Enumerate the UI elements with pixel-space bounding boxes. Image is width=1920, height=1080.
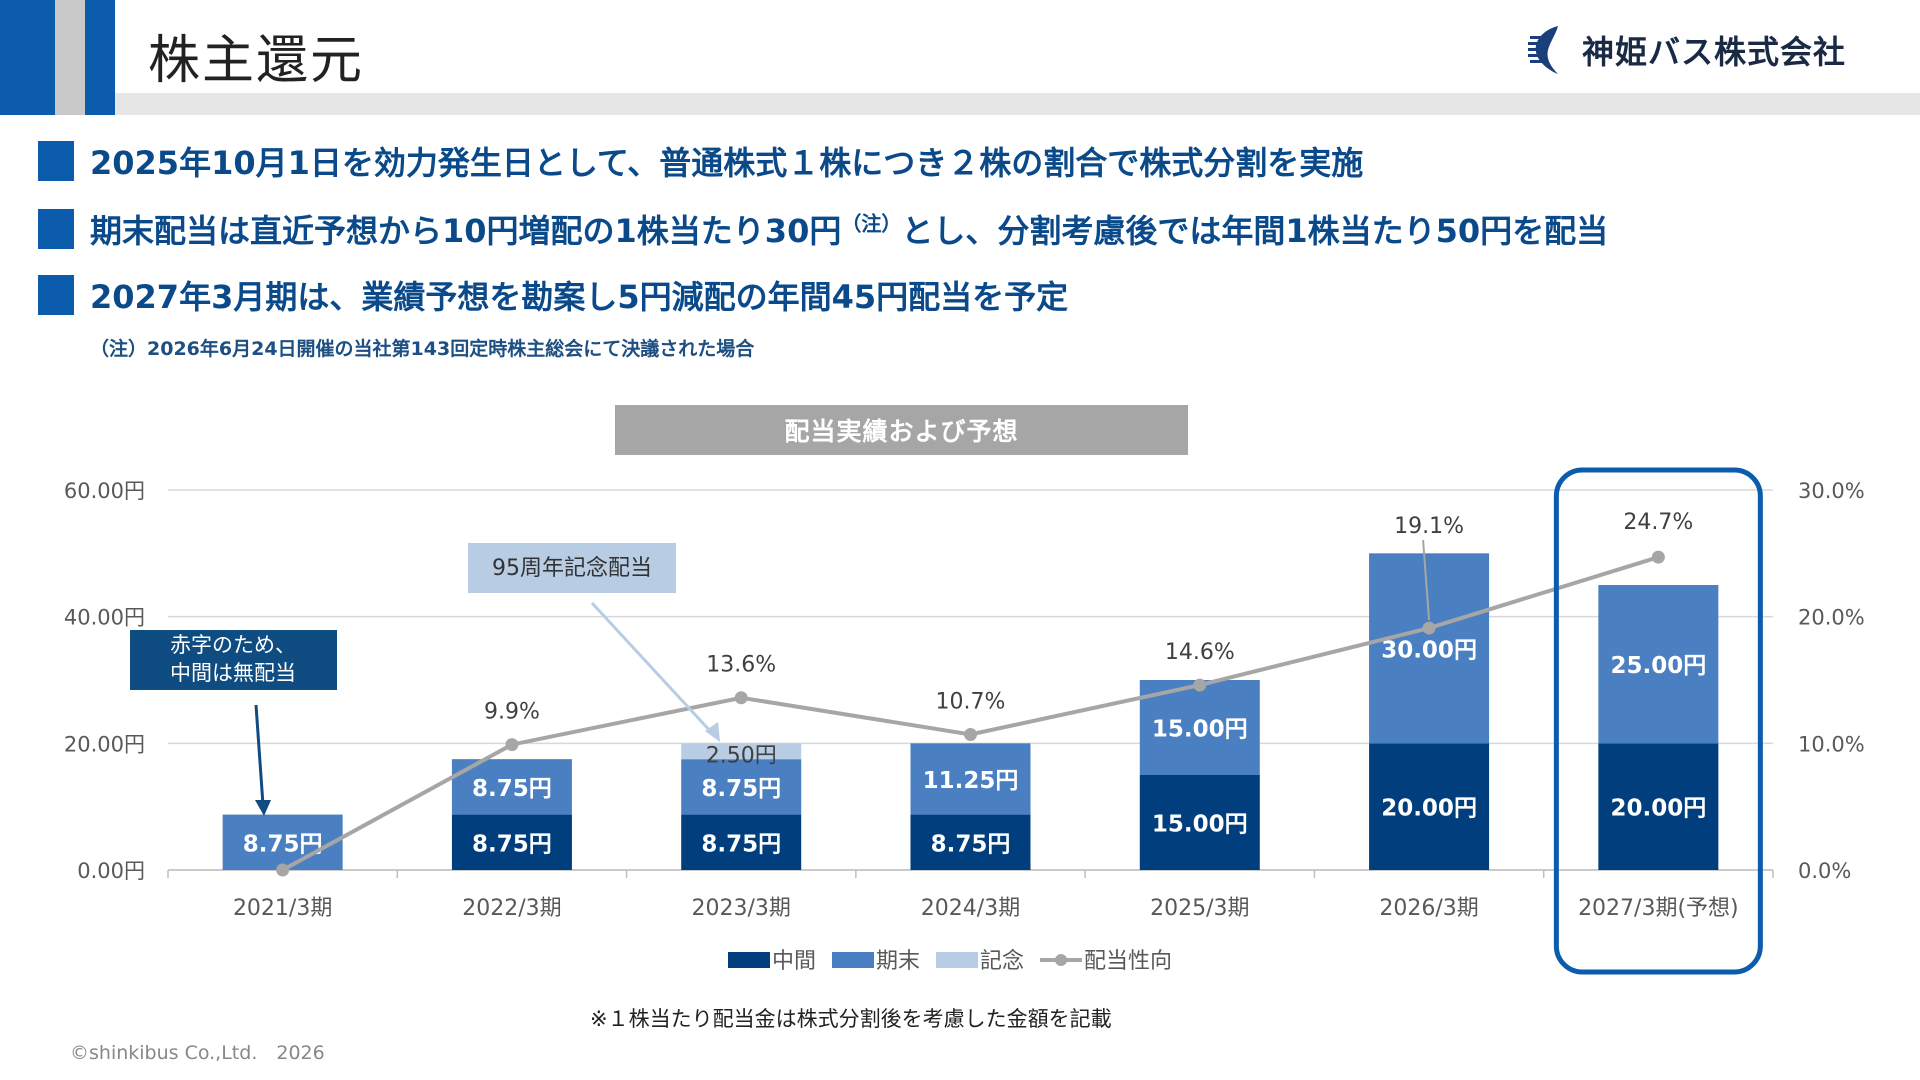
x-tick-label: 2022/3期 (462, 896, 561, 921)
bar-中間 (1369, 743, 1490, 870)
y-right-tick-label: 30.0% (1798, 479, 1865, 503)
bar-value-label: 2.50円 (706, 743, 777, 768)
x-tick-label: 2026/3期 (1379, 896, 1478, 921)
bar-中間 (910, 814, 1031, 870)
annotation-box-kinen (468, 543, 676, 593)
company-logo: 神姫バス株式会社 (1528, 22, 1846, 78)
annotation-box-akaji (130, 630, 337, 690)
bullet-2: 期末配当は直近予想から10円増配の1株当たり30円（注）とし、分割考慮後では年間… (38, 206, 1608, 252)
bar-value-label: 8.75円 (472, 831, 552, 857)
bar-value-label: 8.75円 (243, 831, 323, 857)
annotation-text-kinen: 95周年記念配当 (492, 556, 652, 581)
bar-value-label: 8.75円 (931, 831, 1011, 857)
legend-label: 記念 (980, 949, 1024, 974)
legend-label: 中間 (772, 949, 816, 974)
copyright: ©shinkibus Co.,Ltd. 2026 (70, 1042, 325, 1064)
annotation-arrowhead-akaji (255, 800, 271, 816)
payout-ratio-label: 10.7% (936, 689, 1006, 714)
bar-value-label: 8.75円 (472, 776, 552, 802)
header-accent-blue-2 (85, 0, 115, 115)
annotation-text-akaji-1: 赤字のため、 (170, 633, 296, 657)
bullet-marker (38, 209, 74, 249)
bar-中間 (1598, 743, 1719, 870)
bar-value-label: 11.25円 (923, 768, 1019, 794)
page-title: 株主還元 (148, 31, 365, 91)
payout-ratio-label: 24.7% (1623, 510, 1693, 535)
payout-ratio-point (1193, 678, 1207, 692)
x-tick-label: 2023/3期 (692, 896, 791, 921)
legend-label: 期末 (876, 949, 920, 974)
bar-value-label: 15.00円 (1152, 812, 1248, 838)
label-leader-line (1422, 539, 1431, 621)
bar-期末 (1598, 585, 1719, 744)
bar-value-label: 8.75円 (701, 776, 781, 802)
bar-中間 (451, 814, 572, 870)
bar-value-label: 8.75円 (701, 831, 781, 857)
y-left-tick-label: 0.00円 (77, 859, 145, 883)
payout-ratio-label: 14.6% (1165, 640, 1235, 665)
bar-value-label: 15.00円 (1152, 717, 1248, 743)
dividend-chart: 0.00円 20.00円 40.00円 60.00円 0.0% 10.0% 20.0% 30.… (64, 467, 1865, 975)
bullet-3: 2027年3月期は、業績予想を勘案し5円減配の年間45円配当を予定 (38, 272, 1068, 318)
bar-記念 (681, 743, 802, 760)
y-right-tick-label: 10.0% (1798, 732, 1865, 756)
x-tick-label: 2025/3期 (1150, 896, 1249, 921)
forecast-highlight-box (1553, 467, 1763, 975)
bar-期末 (910, 743, 1031, 815)
payout-ratio-label: 9.9% (484, 700, 540, 725)
annotation-arrow-kinen (590, 601, 714, 735)
header-band (0, 0, 1920, 115)
bullet-superscript: （注） (841, 211, 902, 236)
payout-ratio-label: 13.6% (706, 653, 776, 678)
legend-swatch-point (1055, 954, 1067, 966)
legend-label: 配当性向 (1084, 949, 1172, 974)
y-right-tick-label: 0.0% (1798, 859, 1851, 883)
company-name: 神姫バス株式会社 (1582, 33, 1847, 71)
payout-ratio-point (505, 738, 519, 752)
payout-ratio-point (1422, 621, 1436, 635)
x-tick-label: 2027/3期(予想) (1578, 896, 1739, 921)
legend-swatch-中間 (728, 952, 770, 968)
header-accent-blue (0, 0, 55, 115)
bar-value-label: 30.00円 (1381, 637, 1477, 663)
header-strip (115, 93, 1920, 115)
annotation-arrow-akaji (254, 704, 265, 806)
bar-期末 (1369, 553, 1490, 744)
legend-swatch-期末 (832, 952, 874, 968)
y-left-tick-label: 40.00円 (64, 606, 145, 630)
header-accent-gray (55, 0, 85, 115)
x-tick-label: 2021/3期 (233, 896, 332, 921)
payout-ratio-point (964, 727, 977, 741)
footnote: ※１株当たり配当金は株式分割後を考慮した金額を記載 (590, 1007, 1112, 1031)
bar-value-label: 20.00円 (1381, 796, 1477, 822)
y-left-tick-label: 20.00円 (64, 732, 145, 756)
bar-期末 (1139, 680, 1260, 775)
bullet-text: 2025年10月1日を効力発生日として、普通株式１株につき２株の割合で株式分割を… (90, 144, 1364, 182)
payout-ratio-label: 19.1% (1394, 514, 1464, 539)
annotation-arrowhead-kinen (705, 722, 720, 742)
legend-swatch-記念 (936, 952, 978, 968)
bar-期末 (222, 814, 343, 870)
bullet-marker (38, 275, 74, 315)
bar-期末 (681, 759, 802, 815)
chart-title: 配当実績および予想 (615, 405, 1188, 455)
x-tick-label: 2024/3期 (921, 896, 1020, 921)
payout-ratio-point (1651, 550, 1665, 564)
y-left-tick-label: 60.00円 (64, 479, 145, 503)
annotation-text-akaji-2: 中間は無配当 (170, 661, 296, 685)
bullet-marker (38, 141, 74, 181)
bullet-text: 2027年3月期は、業績予想を勘案し5円減配の年間45円配当を予定 (90, 278, 1069, 316)
payout-ratio-point (734, 691, 748, 705)
bullet-text: 期末配当は直近予想から10円増配の1株当たり30円（注）とし、分割考慮後では年間… (90, 211, 1609, 250)
bar-中間 (1139, 775, 1260, 870)
note-text: （注）2026年6月24日開催の当社第143回定時株主総会にて決議された場合 (90, 338, 755, 360)
company-logo-icon (1528, 26, 1558, 74)
bullet-1: 2025年10月1日を効力発生日として、普通株式１株につき２株の割合で株式分割を… (38, 138, 1363, 184)
bar-value-label: 25.00円 (1610, 653, 1706, 679)
payout-ratio-point (276, 863, 290, 877)
bar-中間 (681, 814, 802, 870)
bar-value-label: 20.00円 (1610, 796, 1706, 822)
y-right-tick-label: 20.0% (1798, 606, 1865, 630)
